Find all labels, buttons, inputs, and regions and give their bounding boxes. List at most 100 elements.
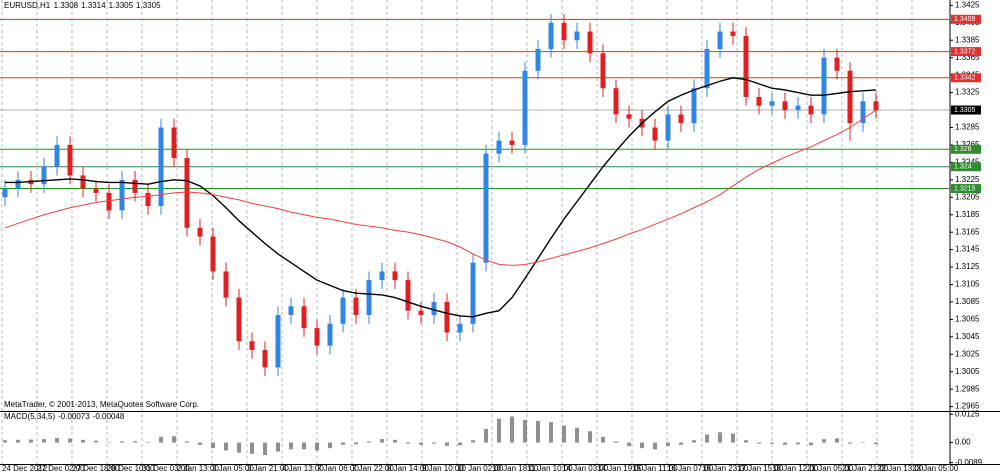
candle-body <box>431 301 437 316</box>
x-tick-label: 7 Jan 06:00 <box>317 464 359 473</box>
candle-body <box>249 341 255 350</box>
x-tick-label: 28 Dec 10:00 <box>107 464 155 473</box>
macd-bar <box>640 442 644 449</box>
candle-body <box>262 349 268 368</box>
candle-body <box>327 323 333 346</box>
x-tick-label: 3 Jan 21:00 <box>247 464 289 473</box>
macd-bar <box>328 442 332 449</box>
candle-body <box>54 144 60 167</box>
x-tick-label: 27 Dec 18:00 <box>72 464 120 473</box>
candle-body <box>197 227 203 237</box>
candle-body <box>67 144 73 176</box>
level-label-box <box>951 14 981 24</box>
candle-body <box>834 57 840 71</box>
footer: MetaTrader, © 2001-2013, MetaQuotes Soft… <box>4 400 199 409</box>
level-label: 1.3215 <box>954 185 976 192</box>
macd-bar <box>653 442 657 450</box>
macd-bar <box>523 419 527 443</box>
macd-bar <box>666 442 670 446</box>
macd-bar <box>224 442 228 451</box>
candle-body <box>418 310 424 316</box>
candle-body <box>665 114 671 141</box>
macd-bar <box>29 439 33 443</box>
macd-bar <box>588 431 592 443</box>
candle-body <box>106 192 112 211</box>
candle-body <box>691 88 697 124</box>
macd-bar <box>42 439 46 443</box>
macd-bar <box>471 440 475 443</box>
macd-bar <box>497 418 501 443</box>
level-label-box <box>951 105 981 115</box>
macd-bar <box>601 436 605 443</box>
y-tick-label: 0.0125 <box>955 409 980 418</box>
candle-body <box>392 271 398 281</box>
candle-body <box>847 70 853 124</box>
macd-bar <box>55 438 59 443</box>
x-tick-label: 21 Jan 05:00 <box>807 464 854 473</box>
x-tick-label: 27 Dec 02:00 <box>37 464 85 473</box>
candle-body <box>561 22 567 41</box>
x-tick-label: 15 Jan 11:00 <box>632 464 678 473</box>
macd-bar <box>367 441 371 443</box>
candle-body <box>600 53 606 89</box>
candle-body <box>158 127 164 206</box>
grid <box>1 0 913 464</box>
macd-bar <box>718 432 722 443</box>
candle-body <box>119 179 125 211</box>
x-tick-label: 16 Jan 23:00 <box>702 464 749 473</box>
symbol: EURUSD,H1 <box>4 1 51 10</box>
macd-header: MACD(5,34,5) -0.00073 -0.00048 <box>4 412 125 421</box>
macd-bar <box>172 436 176 443</box>
moving-average <box>5 77 877 318</box>
macd-bar <box>211 442 215 449</box>
candle-body <box>730 31 736 36</box>
candle-body <box>210 236 216 272</box>
x-tick-label: 8 Jan 14:00 <box>387 464 429 473</box>
header-value: 1.3305 <box>136 1 161 10</box>
x-tick-label: 7 Jan 22:00 <box>352 464 394 473</box>
header-value: -0.00073 <box>58 412 90 421</box>
candle-body <box>652 127 658 141</box>
y-tick-label: 0.00 <box>955 438 971 447</box>
x-tick-label: 31 Dec 03:00 <box>142 464 190 473</box>
candle-body <box>704 48 710 89</box>
macd-bar <box>315 442 319 451</box>
level-label: 1.326 <box>954 146 972 153</box>
candle-body <box>301 306 307 329</box>
candle-body <box>93 188 99 193</box>
macd-bar <box>848 442 852 444</box>
macd-bar <box>159 436 163 443</box>
macd-bar <box>133 441 137 443</box>
candle-body <box>548 22 554 49</box>
candle-body <box>15 179 21 189</box>
candle-body <box>275 315 281 368</box>
level-label: 1.3409 <box>954 16 976 23</box>
level-label: 1.3305 <box>954 107 976 114</box>
macd-bar <box>445 442 449 446</box>
y-tick-label: 1.3085 <box>955 297 980 306</box>
candle-body <box>223 271 229 298</box>
level-label: 1.324 <box>954 164 972 171</box>
x-tick-label: 18 Jan 12:00 <box>772 464 819 473</box>
x-tick-label: 10 Jan 18:00 <box>492 464 539 473</box>
x-tick-label: 4 Jan 13:00 <box>282 464 324 473</box>
y-tick-label: 1.3005 <box>955 367 980 376</box>
macd-bar <box>341 442 345 445</box>
macd-bar <box>432 442 436 444</box>
candle-body <box>522 70 528 145</box>
candle-body <box>574 31 580 41</box>
x-tick-label: 16 Jan 07:00 <box>667 464 714 473</box>
candle-body <box>717 31 723 49</box>
y-tick-label: 1.3165 <box>955 227 980 236</box>
candle-body <box>2 188 8 198</box>
x-tick-label: 10 Jan 02:00 <box>457 464 504 473</box>
candle-body <box>288 306 294 316</box>
y-tick-label: 1.3185 <box>955 210 980 219</box>
macd-bar <box>302 442 306 450</box>
y-tick-label: 1.2965 <box>955 402 980 411</box>
macd-bar <box>536 421 540 443</box>
y-tick-label: 1.2985 <box>955 384 980 393</box>
header-value: 1.3308 <box>54 1 79 10</box>
